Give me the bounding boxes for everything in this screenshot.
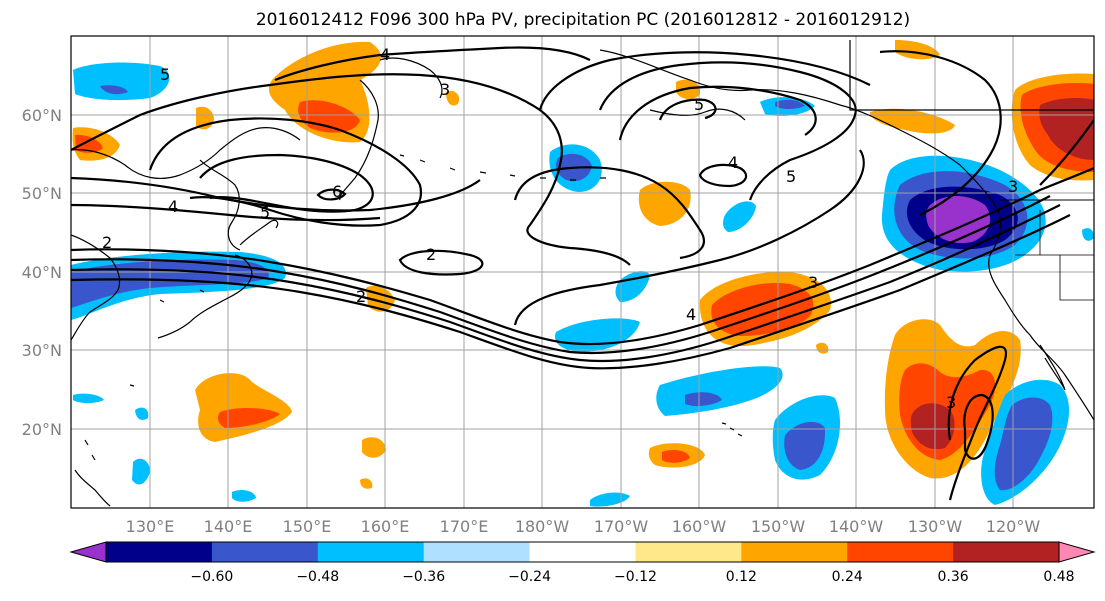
colorbar-segment	[847, 542, 954, 562]
contour-label: 2	[426, 245, 436, 264]
lon-label: 170°W	[594, 517, 649, 536]
negative-anomaly-region	[615, 271, 650, 302]
contour-label: 5	[786, 167, 796, 186]
longitude-labels: 130°E 140°E 150°E 160°E 170°E 180°W 170°…	[126, 517, 1041, 536]
colorbar-tick-label: −0.48	[296, 569, 339, 585]
negative-anomaly-region	[994, 397, 1053, 491]
positive-anomaly-region	[446, 90, 460, 106]
positive-anomaly-region	[816, 342, 829, 354]
colorbar-tick-label: 0.24	[832, 569, 863, 585]
contour-label: 5	[260, 203, 270, 222]
lon-label: 180°W	[515, 517, 570, 536]
precip-shading	[71, 40, 1094, 507]
positive-anomaly-region	[362, 437, 386, 458]
negative-anomaly-region	[784, 421, 826, 470]
map-layers: 4 5 3 5 4 5 6 4 5 2 2 2 3 4 3 3	[71, 36, 1094, 508]
colorbar-segment	[529, 542, 636, 562]
lon-label: 140°E	[204, 517, 253, 536]
colorbar-tick-label: −0.36	[402, 569, 445, 585]
contour-label: 4	[728, 153, 738, 172]
contour-label: 5	[694, 95, 704, 114]
negative-anomaly-region	[232, 490, 256, 502]
lon-label: 150°E	[283, 517, 332, 536]
negative-anomaly-region	[775, 99, 805, 109]
negative-anomaly-region	[1082, 228, 1094, 241]
contour-label: 4	[380, 45, 390, 64]
contour-label: 5	[160, 65, 170, 84]
negative-anomaly-region	[685, 392, 722, 407]
colorbar-segment	[423, 542, 531, 562]
contour-label: 2	[102, 233, 112, 252]
colorbar-tick-label: 0.48	[1043, 569, 1074, 585]
contour-label: 3	[946, 393, 956, 412]
colorbar-tick-label: 0.36	[938, 569, 969, 585]
colorbar-tick-label: 0.12	[726, 569, 757, 585]
positive-anomaly-region	[662, 450, 690, 463]
lon-label: 160°E	[361, 517, 410, 536]
contour-label: 3	[808, 273, 818, 292]
negative-anomaly-region	[100, 85, 128, 95]
negative-anomaly-region	[723, 201, 756, 232]
negative-anomaly-region	[73, 62, 170, 101]
colorbar-border	[105, 541, 1060, 563]
colorbar-tick-label: −0.24	[508, 569, 551, 585]
contour-label: 2	[356, 287, 366, 306]
positive-anomaly-region	[75, 134, 103, 153]
positive-anomaly-region	[217, 407, 280, 428]
lon-label: 120°W	[986, 517, 1041, 536]
positive-anomaly-region	[360, 478, 373, 489]
map-frame	[70, 35, 1095, 509]
negative-anomaly-region	[132, 458, 150, 485]
lon-label: 170°E	[440, 517, 489, 536]
graticule	[71, 36, 1094, 508]
lat-label: 40°N	[22, 263, 62, 282]
lon-label: 130°W	[908, 517, 963, 536]
colorbar-tick-label: −0.60	[190, 569, 233, 585]
lat-label: 60°N	[22, 106, 62, 125]
colorbar-tick-label: −0.12	[614, 569, 657, 585]
pv-contours	[71, 46, 1094, 501]
colorbar-segment	[211, 542, 319, 562]
positive-anomaly-region	[195, 373, 292, 442]
contour-label: 4	[686, 305, 696, 324]
colorbar-segment	[953, 542, 1060, 562]
negative-anomaly-region	[135, 407, 149, 420]
lon-label: 160°W	[672, 517, 727, 536]
positive-anomaly-region	[298, 100, 360, 133]
latitude-labels: 60°N 50°N 40°N 30°N 20°N	[22, 106, 62, 439]
colorbar-extend-low	[69, 541, 107, 563]
colorbar-segment	[106, 542, 213, 562]
positive-anomaly-region	[1039, 97, 1094, 160]
colorbar-segment	[741, 542, 848, 562]
lon-label: 140°W	[829, 517, 884, 536]
lon-label: 130°E	[126, 517, 175, 536]
lat-label: 50°N	[22, 184, 62, 203]
lat-label: 30°N	[22, 341, 62, 360]
lon-label: 150°W	[751, 517, 806, 536]
contour-label: 3	[440, 80, 450, 99]
contour-label: 3	[1008, 177, 1018, 196]
lat-label: 20°N	[22, 420, 62, 439]
colorbar-segment	[635, 542, 742, 562]
colorbar: −0.60 −0.48 −0.36 −0.24 −0.12 0.12 0.24 0.36 0.4…	[69, 541, 1096, 585]
colorbar-segment	[317, 542, 425, 562]
colorbar-extend-high	[1058, 541, 1096, 563]
negative-anomaly-region	[590, 492, 630, 507]
figure-title: 2016012412 F096 300 hPa PV, precipitatio…	[256, 10, 910, 30]
contour-labels: 4 5 3 5 4 5 6 4 5 2 2 2 3 4 3 3	[102, 45, 1018, 412]
contour-label: 4	[168, 197, 178, 216]
contour-label: 6	[332, 182, 342, 201]
positive-anomaly-region	[910, 403, 955, 450]
negative-anomaly-region	[73, 393, 104, 403]
coastlines	[71, 40, 1094, 507]
